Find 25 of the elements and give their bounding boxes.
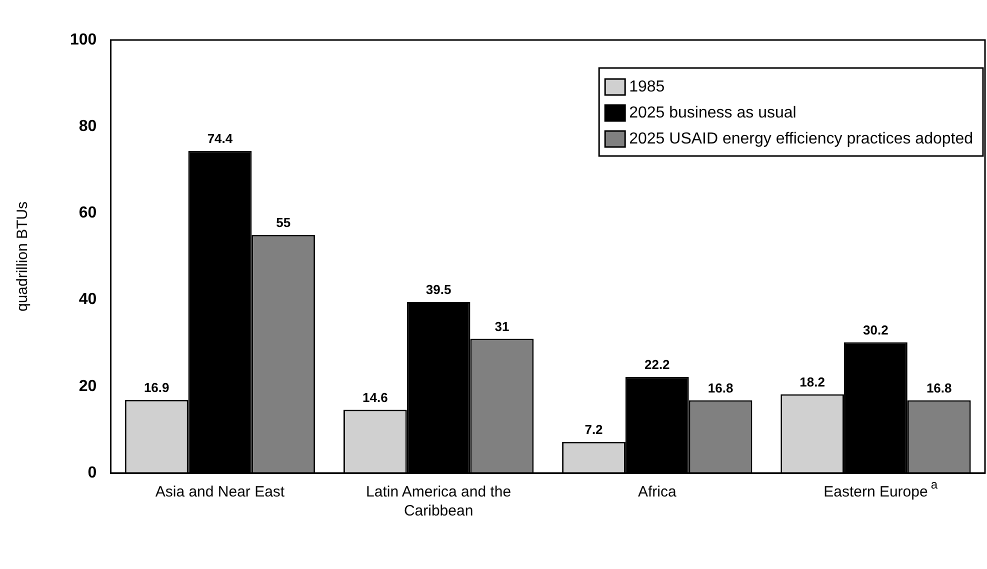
data-label: 16.8 xyxy=(926,380,952,396)
data-label: 39.5 xyxy=(426,282,452,298)
data-label: 18.2 xyxy=(800,374,825,390)
data-label: 22.2 xyxy=(644,356,670,372)
legend-label: 1985 xyxy=(629,78,665,96)
y-tick-label: 20 xyxy=(78,378,97,395)
y-tick-label: 60 xyxy=(78,204,97,222)
x-tick-label: Africa xyxy=(638,484,677,501)
legend-label: 2025 USAID energy efficiency practices adopted xyxy=(629,130,973,148)
data-label: 55 xyxy=(276,214,291,230)
legend-label: 2025 business as usual xyxy=(629,104,796,122)
y-tick-label: 100 xyxy=(70,31,97,48)
y-tick-label: 40 xyxy=(78,291,97,308)
data-label: 31 xyxy=(494,318,510,334)
data-label: 16.9 xyxy=(144,380,170,395)
x-tick-label: Latin America and the Caribbean xyxy=(366,484,512,520)
data-label: 16.8 xyxy=(708,380,734,396)
data-label: 7.2 xyxy=(584,422,603,437)
data-label: 30.2 xyxy=(863,322,888,338)
data-label: 14.6 xyxy=(362,390,388,405)
y-tick-label: 80 xyxy=(78,118,97,136)
x-tick-label: Asia and Near East xyxy=(155,484,286,501)
y-axis-title: quadrillion BTUs xyxy=(14,201,32,312)
data-label: 74.4 xyxy=(207,130,234,146)
y-tick-label: 0 xyxy=(88,464,97,482)
